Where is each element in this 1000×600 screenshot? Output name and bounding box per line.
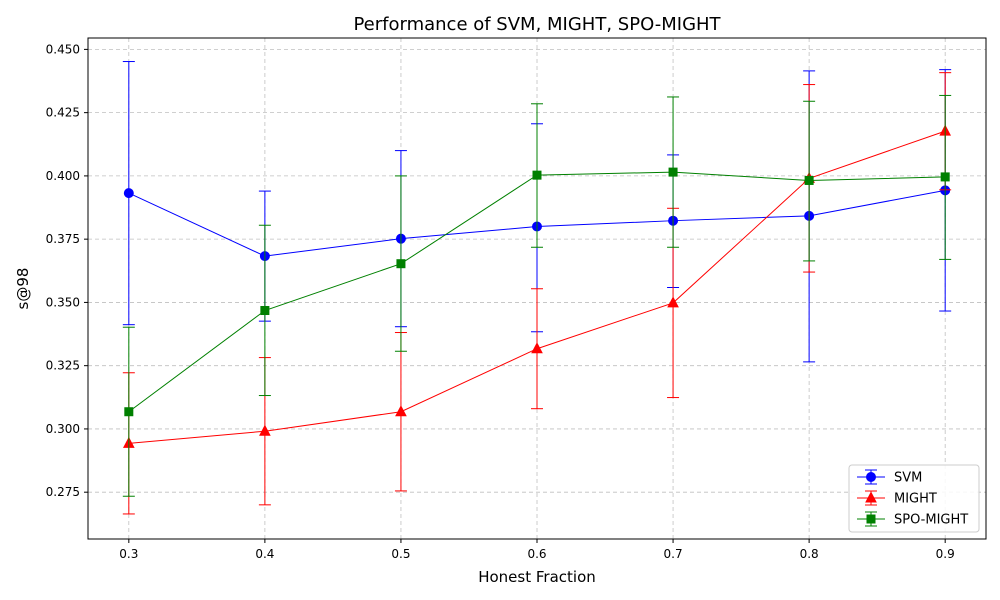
y-tick-label: 0.275 xyxy=(46,485,80,499)
data-point-might xyxy=(395,405,407,417)
y-tick-label: 0.325 xyxy=(46,359,80,373)
x-tick-label: 0.4 xyxy=(255,547,274,561)
x-tick-label: 0.3 xyxy=(119,547,138,561)
legend-marker-might xyxy=(865,491,877,503)
x-tick-label: 0.6 xyxy=(527,547,546,561)
legend-marker-svm xyxy=(866,472,876,482)
x-tick-label: 0.8 xyxy=(800,547,819,561)
series-spo-might xyxy=(122,94,952,497)
series-layer xyxy=(122,61,952,515)
data-point-spo-might xyxy=(260,306,270,316)
data-point-might xyxy=(259,424,271,436)
legend-box xyxy=(848,464,980,533)
legend-marker-spo-might xyxy=(866,514,876,524)
legend: SVM MIGHT SPO-MIGHT xyxy=(848,464,980,533)
y-tick-label: 0.400 xyxy=(46,169,80,183)
chart-title: Performance of SVM, MIGHT, SPO-MIGHT xyxy=(353,14,721,35)
axis-ticks: 0.3 0.4 0.5 0.6 0.7 0.8 0.9 0.275 0.300 0.325 0.35… xyxy=(46,42,955,561)
legend-label-spo-might: SPO-MIGHT xyxy=(894,513,968,528)
data-point-might xyxy=(531,342,543,354)
x-tick-label: 0.7 xyxy=(664,547,683,561)
y-tick-label: 0.350 xyxy=(46,295,80,309)
legend-entry-spo-might: SPO-MIGHT xyxy=(857,511,968,528)
legend-entry-might: MIGHT xyxy=(857,490,937,507)
y-tick-label: 0.450 xyxy=(46,42,80,56)
x-axis-label: Honest Fraction xyxy=(478,568,596,586)
data-point-spo-might xyxy=(396,259,406,269)
x-tick-label: 0.9 xyxy=(936,547,955,561)
data-point-spo-might xyxy=(668,167,678,177)
y-tick-label: 0.425 xyxy=(46,106,80,120)
data-point-spo-might xyxy=(124,407,134,417)
data-point-spo-might xyxy=(532,170,542,180)
x-tick-label: 0.5 xyxy=(391,547,410,561)
legend-entry-svm: SVM xyxy=(857,469,922,486)
y-tick-label: 0.300 xyxy=(46,422,80,436)
data-point-spo-might xyxy=(804,175,814,185)
data-point-spo-might xyxy=(940,172,950,182)
data-point-might xyxy=(667,296,679,308)
y-axis-label: s@98 xyxy=(14,268,32,310)
legend-label-svm: SVM xyxy=(894,471,922,486)
data-point-svm xyxy=(123,188,134,199)
y-tick-label: 0.375 xyxy=(46,232,80,246)
legend-label-might: MIGHT xyxy=(894,492,937,507)
